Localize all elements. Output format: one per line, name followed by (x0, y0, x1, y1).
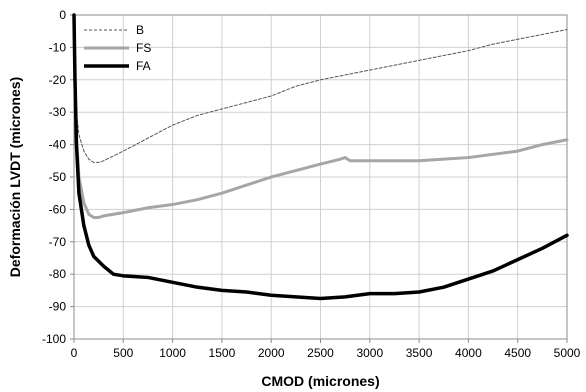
legend-label-b: B (136, 23, 144, 37)
x-axis-title: CMOD (micrones) (261, 373, 379, 389)
legend: B FS FA (84, 23, 151, 73)
y-tick-label: -100 (42, 332, 66, 346)
legend-label-fs: FS (136, 41, 151, 55)
series-lines (72, 13, 569, 301)
y-tick-label: -30 (49, 105, 67, 119)
x-tick-label: 2000 (258, 346, 285, 360)
axes (70, 14, 568, 343)
x-tick-label: 1000 (159, 346, 186, 360)
y-tick-label: -40 (49, 138, 67, 152)
y-tick-label: -10 (49, 40, 67, 54)
y-tick-label: -60 (49, 202, 67, 216)
x-tick-label: 2500 (307, 346, 334, 360)
legend-label-fa: FA (136, 59, 151, 73)
y-tick-label: -80 (49, 267, 67, 281)
x-tick-label: 3500 (406, 346, 433, 360)
y-tick-label: -50 (49, 170, 67, 184)
y-tick-label: 0 (59, 8, 66, 22)
x-tick-label: 0 (71, 346, 78, 360)
x-tick-label: 500 (113, 346, 133, 360)
tick-labels: 0 500 1000 1500 2000 2500 3000 3500 4000 4500 5000… (42, 8, 581, 360)
y-tick-label: -90 (49, 300, 67, 314)
y-axis-title: Deformación LVDT (micrones) (7, 77, 23, 277)
y-tick-label: -20 (49, 73, 67, 87)
series-line-b (73, 14, 568, 163)
y-tick-label: -70 (49, 235, 67, 249)
x-tick-label: 1500 (209, 346, 236, 360)
x-tick-label: 4500 (504, 346, 531, 360)
series-line-fa (72, 13, 569, 301)
series-line-fs (72, 13, 569, 219)
x-tick-label: 5000 (554, 346, 581, 360)
x-tick-label: 3000 (356, 346, 383, 360)
x-tick-label: 4000 (455, 346, 482, 360)
